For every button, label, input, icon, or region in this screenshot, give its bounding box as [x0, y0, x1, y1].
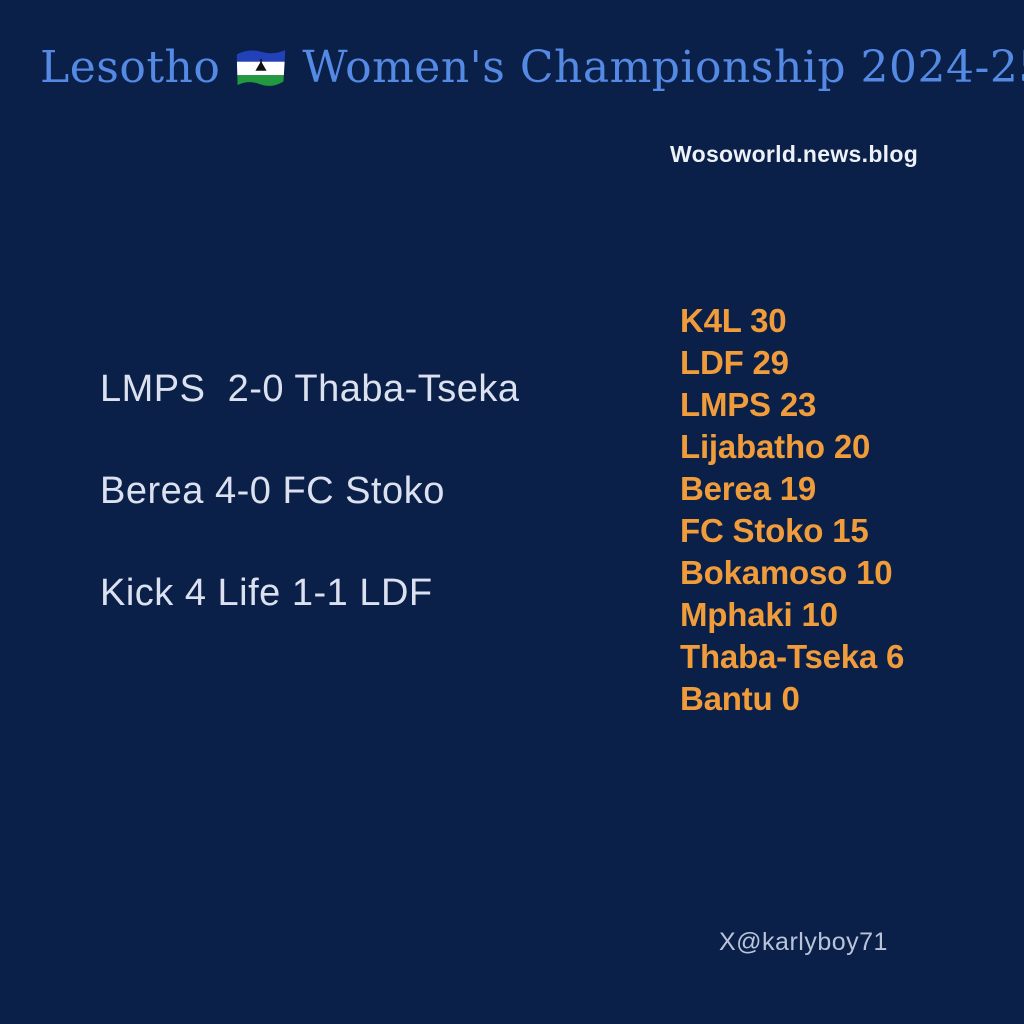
standings-row: Lijabatho 20	[680, 428, 871, 465]
standings-row: Bokamoso 10	[680, 554, 893, 591]
standings-row: Bantu 0	[680, 680, 800, 717]
lesotho-flag-icon	[237, 49, 286, 86]
standings-row: FC Stoko 15	[680, 512, 869, 549]
standings-row: LDF 29	[680, 344, 789, 381]
standings-row: LMPS 23	[680, 386, 817, 423]
title-part-1: Lesotho	[40, 42, 221, 93]
match-result: LMPS 2-0 Thaba-Tseka	[100, 368, 520, 410]
match-result: Kick 4 Life 1-1 LDF	[100, 572, 433, 614]
standings-list: K4L 30 LDF 29 LMPS 23 Lijabatho 20 Berea…	[680, 300, 904, 720]
social-handle: X@karlyboy71	[719, 928, 888, 956]
page-title: Lesotho Women's Championship 2024-25	[40, 42, 1024, 93]
match-result: Berea 4-0 FC Stoko	[100, 470, 445, 512]
standings-row: Thaba-Tseka 6	[680, 638, 905, 675]
standings-row: K4L 30	[680, 302, 787, 339]
standings-row: Mphaki 10	[680, 596, 838, 633]
title-part-2: Women's Championship 2024-25	[302, 42, 1024, 93]
standings-row: Berea 19	[680, 470, 817, 507]
source-credit: Wosoworld.news.blog	[670, 141, 919, 167]
